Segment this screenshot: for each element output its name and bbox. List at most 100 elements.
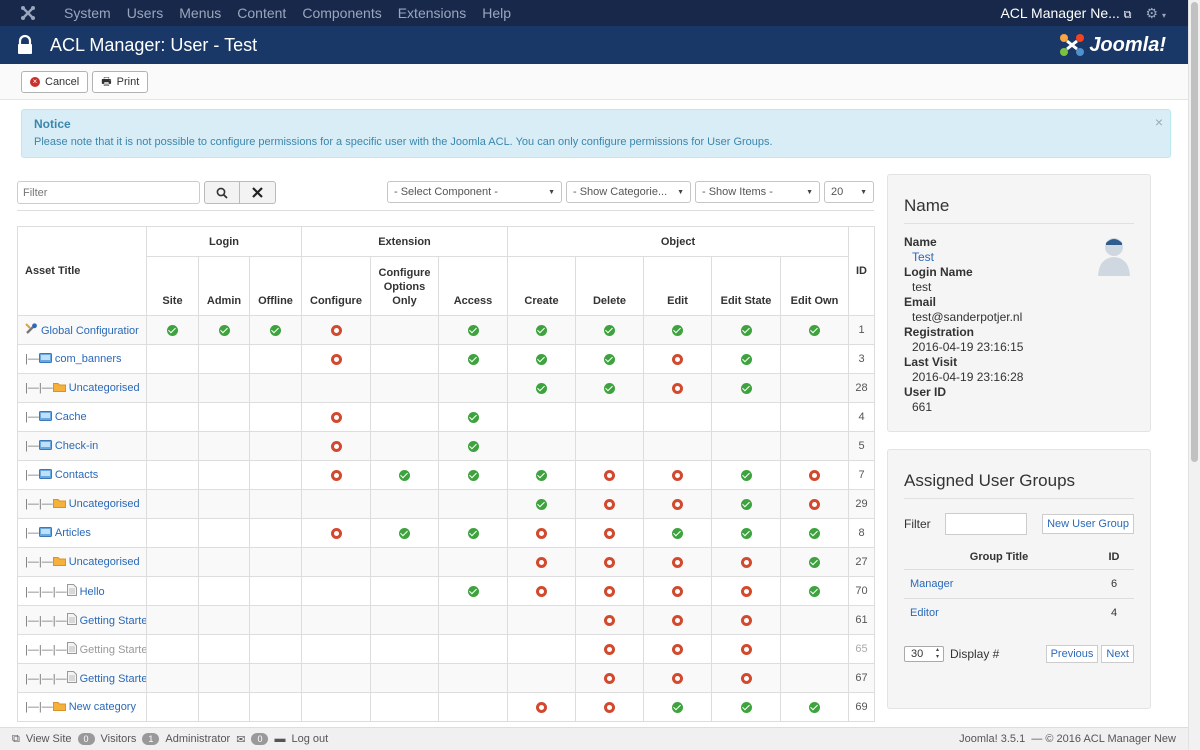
perm-configure-cell xyxy=(301,373,371,403)
settings-gear-icon[interactable]: ⚙ ▾ xyxy=(1145,4,1166,21)
component-icon xyxy=(38,526,52,540)
allowed-icon xyxy=(536,382,547,394)
col-admin: Admin xyxy=(198,256,250,316)
menu-item-help[interactable]: Help xyxy=(482,5,511,21)
page-title: ACL Manager: User - Test xyxy=(50,34,258,55)
close-icon[interactable]: × xyxy=(1154,114,1163,130)
perm-delete-cell xyxy=(575,605,644,635)
allowed-icon xyxy=(270,324,281,336)
version-text: Joomla! 3.5.1 — © 2016 ACL Manager New xyxy=(959,733,1176,745)
groups-panel-heading: Assigned User Groups xyxy=(904,471,1134,499)
perm-create-cell xyxy=(507,692,576,722)
menu-item-system[interactable]: System xyxy=(64,5,111,21)
menu-item-components[interactable]: Components xyxy=(302,5,382,21)
asset-link[interactable]: Uncategorised xyxy=(68,497,140,510)
perm-configure-cell xyxy=(301,344,371,374)
view-site-link[interactable]: View Site xyxy=(25,733,72,745)
perm-edit-cell xyxy=(643,373,712,403)
denied-icon xyxy=(604,614,615,626)
col-site: Site xyxy=(146,256,199,316)
asset-title-cell: |— Cache xyxy=(17,402,147,432)
display-number-stepper[interactable]: 30 xyxy=(904,646,944,662)
new-user-group-button[interactable]: New User Group xyxy=(1042,514,1134,534)
select-categories-value: - Show Categorie... xyxy=(573,186,668,198)
perm-access-cell xyxy=(438,460,508,490)
user-field-value[interactable]: Test xyxy=(912,250,935,264)
external-link-icon: ⧉ xyxy=(1123,8,1132,21)
select-limit[interactable]: 20 ▼ xyxy=(824,181,874,203)
perm-admin-cell xyxy=(198,344,250,374)
logout-link[interactable]: Log out xyxy=(291,733,329,745)
visitors-count-badge: 0 xyxy=(77,733,95,745)
asset-link[interactable]: Cache xyxy=(54,410,87,423)
asset-link[interactable]: Hello xyxy=(79,585,105,598)
menu-item-extensions[interactable]: Extensions xyxy=(397,5,467,21)
joomla-icon[interactable] xyxy=(0,5,56,21)
group-title-link[interactable]: Editor xyxy=(904,597,1094,627)
search-button[interactable] xyxy=(204,181,240,204)
asset-title-cell: |—|—|— Getting Started xyxy=(17,605,147,635)
user-field-label: Last Visit xyxy=(904,355,958,369)
asset-link[interactable]: Getting Started xyxy=(79,614,147,627)
print-button[interactable]: 🖶 Print xyxy=(92,71,149,93)
external-link-icon: ⧉ xyxy=(12,732,20,745)
clear-button[interactable] xyxy=(239,181,276,204)
menu-item-menus[interactable]: Menus xyxy=(179,5,222,21)
tree-prefix: |— xyxy=(25,410,39,423)
next-button[interactable]: Next xyxy=(1101,645,1134,663)
col-delete: Delete xyxy=(575,256,644,316)
cancel-button[interactable]: × Cancel xyxy=(21,71,89,93)
allowed-icon xyxy=(809,556,820,568)
user-field-value: test xyxy=(912,280,932,294)
site-link[interactable]: ACL Manager Ne... ⧉ xyxy=(1000,5,1131,22)
select-component[interactable]: - Select Component - ▼ xyxy=(387,181,562,203)
asset-link[interactable]: Contacts xyxy=(54,468,99,481)
table-row: |—|—|— Hello 70 xyxy=(17,576,875,606)
select-categories[interactable]: - Show Categorie... ▼ xyxy=(566,181,691,203)
asset-link[interactable]: Getting Started Archived xyxy=(79,672,146,685)
perm-edit-cell xyxy=(643,605,712,635)
allowed-icon xyxy=(740,701,752,713)
asset-link[interactable]: Uncategorised xyxy=(68,381,140,394)
denied-icon xyxy=(604,556,615,568)
perm-edit-state-cell xyxy=(711,344,781,374)
menu-item-content[interactable]: Content xyxy=(237,5,287,21)
perm-offline-cell xyxy=(249,692,302,722)
filter-input[interactable] xyxy=(17,181,200,204)
perm-edit-cell xyxy=(643,402,712,432)
perm-offline-cell xyxy=(249,518,302,548)
groups-filter-label: Filter xyxy=(904,517,931,531)
asset-link[interactable]: Check-in xyxy=(54,439,99,452)
asset-link[interactable]: com_banners xyxy=(54,352,122,365)
allowed-icon xyxy=(536,469,547,481)
perm-edit-state-cell xyxy=(711,489,781,519)
user-field-value: 661 xyxy=(912,400,933,414)
allowed-icon xyxy=(399,469,410,481)
user-field-value: 2016-04-19 23:16:28 xyxy=(912,370,1024,384)
previous-button[interactable]: Previous xyxy=(1045,645,1099,663)
groups-table: Group Title ID Manager 6 Editor 4 xyxy=(904,545,1134,627)
vertical-scrollbar[interactable] xyxy=(1188,0,1200,750)
group-row: Editor 4 xyxy=(904,597,1134,627)
asset-link[interactable]: Articles xyxy=(54,526,91,539)
select-items[interactable]: - Show Items - ▼ xyxy=(695,181,820,203)
group-title-link[interactable]: Manager xyxy=(904,568,1094,598)
asset-link[interactable]: New category xyxy=(68,700,136,713)
asset-title-cell: |— Contacts xyxy=(17,460,147,490)
asset-link[interactable]: Uncategorised xyxy=(68,555,140,568)
envelope-icon[interactable]: ✉ xyxy=(236,733,246,746)
menu-item-users[interactable]: Users xyxy=(126,5,164,21)
perm-offline-cell xyxy=(249,373,302,403)
perm-site-cell xyxy=(146,692,199,722)
perm-create-cell xyxy=(507,605,576,635)
scrollbar-thumb[interactable] xyxy=(1191,2,1198,462)
perm-access-cell xyxy=(438,402,508,432)
asset-id-cell: 65 xyxy=(848,634,875,664)
denied-icon xyxy=(740,585,752,597)
user-field-label: Login Name xyxy=(904,265,973,279)
denied-icon xyxy=(536,556,547,568)
groups-filter-input[interactable] xyxy=(944,513,1027,535)
asset-link[interactable]: Global Configuratior xyxy=(41,324,139,337)
denied-icon xyxy=(330,353,342,365)
tree-prefix: |—|— xyxy=(25,700,53,713)
